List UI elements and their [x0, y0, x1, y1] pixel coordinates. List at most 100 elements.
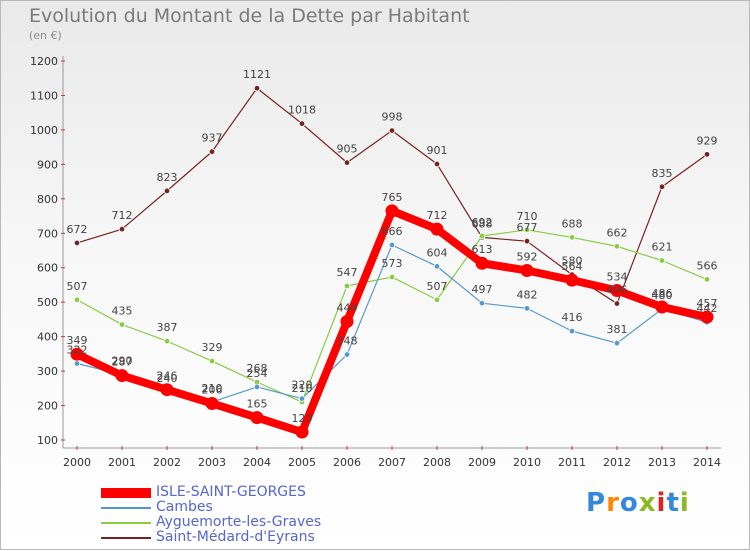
data-label-saint-medard: 937	[202, 132, 223, 145]
data-label-cambes: 381	[607, 323, 628, 336]
data-point-ayguemorte	[208, 357, 216, 365]
data-label-cambes: 322	[67, 344, 88, 357]
data-label-ayguemorte: 662	[607, 226, 628, 239]
legend-swatch-saint-medard	[101, 536, 151, 539]
data-point-cambes	[343, 351, 351, 358]
data-label-saint-medard: 712	[112, 209, 133, 222]
data-label-ayguemorte: 268	[247, 362, 268, 375]
logo-letter: x	[638, 488, 657, 518]
data-point-isle	[655, 300, 669, 314]
data-label-saint-medard: 905	[337, 143, 358, 156]
x-tick-label: 2004	[243, 456, 271, 469]
data-label-ayguemorte: 547	[337, 266, 358, 279]
x-tick-label: 2009	[468, 456, 496, 469]
legend-swatch-ayguemorte	[101, 521, 151, 524]
logo-letter: r	[606, 488, 620, 518]
data-label-ayguemorte: 435	[112, 305, 133, 318]
data-label-saint-medard: 580	[562, 255, 583, 268]
data-label-isle: 206	[202, 383, 223, 396]
data-point-isle	[610, 283, 624, 297]
y-tick-label: 200	[37, 400, 58, 413]
data-label-ayguemorte: 387	[157, 321, 178, 334]
data-label-isle: 592	[517, 250, 538, 263]
data-point-ayguemorte	[568, 234, 576, 241]
unit-label: (en €)	[29, 29, 62, 42]
data-label-ayguemorte: 688	[562, 217, 583, 230]
data-point-saint-medard	[253, 85, 261, 92]
data-point-saint-medard	[163, 187, 171, 195]
data-point-saint-medard	[298, 120, 306, 127]
data-label-ayguemorte: 507	[67, 280, 88, 293]
data-point-cambes	[388, 241, 396, 249]
x-tick-label: 2011	[558, 456, 586, 469]
legend: ISLE-SAINT-GEORGES Cambes Ayguemorte-les…	[101, 485, 321, 545]
logo-letter: i	[679, 488, 690, 518]
data-label-ayguemorte: 621	[652, 240, 673, 253]
x-tick-label: 2007	[378, 456, 406, 469]
data-label-saint-medard: 929	[697, 134, 718, 147]
data-point-isle	[250, 411, 264, 425]
data-label-saint-medard: 835	[652, 167, 673, 180]
y-tick-label: 500	[37, 296, 58, 309]
data-point-cambes	[478, 300, 486, 307]
data-point-ayguemorte	[433, 296, 441, 303]
data-label-ayguemorte: 573	[382, 257, 403, 270]
legend-item-ayguemorte: Ayguemorte-les-Graves	[101, 515, 321, 530]
data-point-cambes	[433, 263, 441, 270]
data-point-cambes	[613, 339, 621, 347]
data-label-saint-medard: 901	[427, 144, 448, 157]
data-label-ayguemorte: 566	[697, 259, 718, 272]
data-point-cambes	[523, 305, 531, 312]
x-tick-label: 2005	[288, 456, 316, 469]
data-label-isle: 486	[652, 287, 673, 300]
data-label-ayguemorte: 507	[427, 280, 448, 293]
data-point-isle	[295, 425, 309, 439]
data-label-cambes: 497	[472, 283, 493, 296]
y-tick-label: 1100	[30, 89, 58, 102]
data-point-saint-medard	[118, 225, 126, 233]
legend-swatch-isle	[101, 487, 151, 498]
data-label-isle: 349	[67, 334, 88, 347]
data-point-cambes	[298, 395, 306, 402]
data-label-isle: 444	[337, 301, 358, 314]
data-point-saint-medard	[433, 160, 441, 168]
data-point-isle	[475, 256, 489, 270]
data-point-isle	[700, 310, 714, 324]
data-point-isle	[520, 263, 534, 277]
data-point-ayguemorte	[478, 232, 486, 240]
x-tick-label: 2001	[108, 456, 136, 469]
data-label-cambes: 604	[427, 246, 448, 259]
data-label-isle: 165	[247, 398, 268, 411]
legend-item-isle: ISLE-SAINT-GEORGES	[101, 485, 321, 500]
data-point-saint-medard	[343, 159, 351, 166]
x-tick-label: 2002	[153, 456, 181, 469]
logo-letter: i	[656, 488, 667, 518]
data-point-ayguemorte	[658, 257, 666, 264]
data-point-isle	[340, 314, 354, 328]
data-label-isle: 457	[697, 297, 718, 310]
data-label-cambes: 290	[112, 355, 133, 368]
logo-letter: o	[619, 488, 639, 518]
data-point-saint-medard	[208, 148, 216, 155]
data-label-ayguemorte: 710	[517, 210, 538, 223]
data-point-saint-medard	[613, 300, 621, 307]
x-tick-label: 2010	[513, 456, 541, 469]
data-label-cambes: 348	[337, 335, 358, 348]
data-label-saint-medard: 672	[67, 223, 88, 236]
proxiti-logo: Proxiti	[586, 488, 690, 518]
data-point-isle	[115, 369, 129, 383]
data-label-ayguemorte: 329	[202, 341, 223, 354]
data-label-cambes: 480	[652, 289, 673, 302]
legend-item-saint-medard: Saint-Médard-d'Eyrans	[101, 530, 321, 545]
y-tick-label: 1200	[30, 55, 58, 68]
data-label-cambes: 666	[382, 225, 403, 238]
data-label-isle: 564	[562, 260, 583, 273]
y-tick-label: 800	[37, 193, 58, 206]
data-label-isle: 534	[607, 270, 628, 283]
x-tick-label: 2013	[648, 456, 676, 469]
data-point-saint-medard	[703, 151, 711, 158]
data-label-cambes: 442	[697, 302, 718, 315]
data-point-ayguemorte	[118, 321, 126, 328]
data-point-isle	[430, 222, 444, 236]
data-point-isle	[160, 383, 174, 397]
